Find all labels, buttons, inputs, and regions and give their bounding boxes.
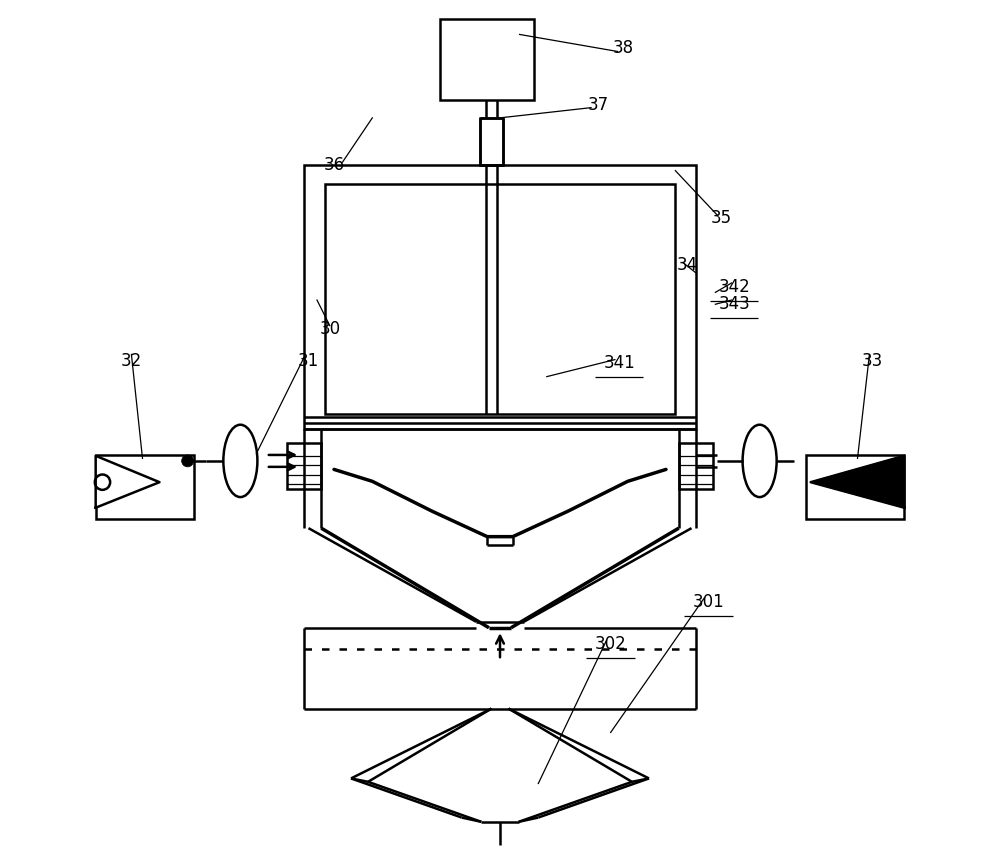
Text: 38: 38 [613,39,634,57]
Text: 31: 31 [298,351,319,369]
Bar [287,444,321,490]
Bar [440,20,534,101]
Text: 33: 33 [861,352,883,370]
Text: 34: 34 [677,256,698,274]
Polygon shape [811,456,904,508]
Text: 37: 37 [587,96,608,114]
Text: 301: 301 [693,592,724,610]
Text: 342: 342 [718,277,750,295]
Bar [304,165,696,429]
Text: 30: 30 [319,320,340,338]
Text: 36: 36 [323,155,345,174]
Circle shape [182,456,194,467]
Text: 343: 343 [718,294,750,312]
Text: 302: 302 [595,635,627,653]
Bar [325,185,675,415]
Polygon shape [96,456,160,508]
Bar [480,119,503,165]
Text: 32: 32 [121,352,142,370]
Text: 35: 35 [711,209,732,227]
Text: 341: 341 [603,354,635,372]
Bar [806,456,904,519]
Bar [679,444,713,490]
Bar [96,456,194,519]
